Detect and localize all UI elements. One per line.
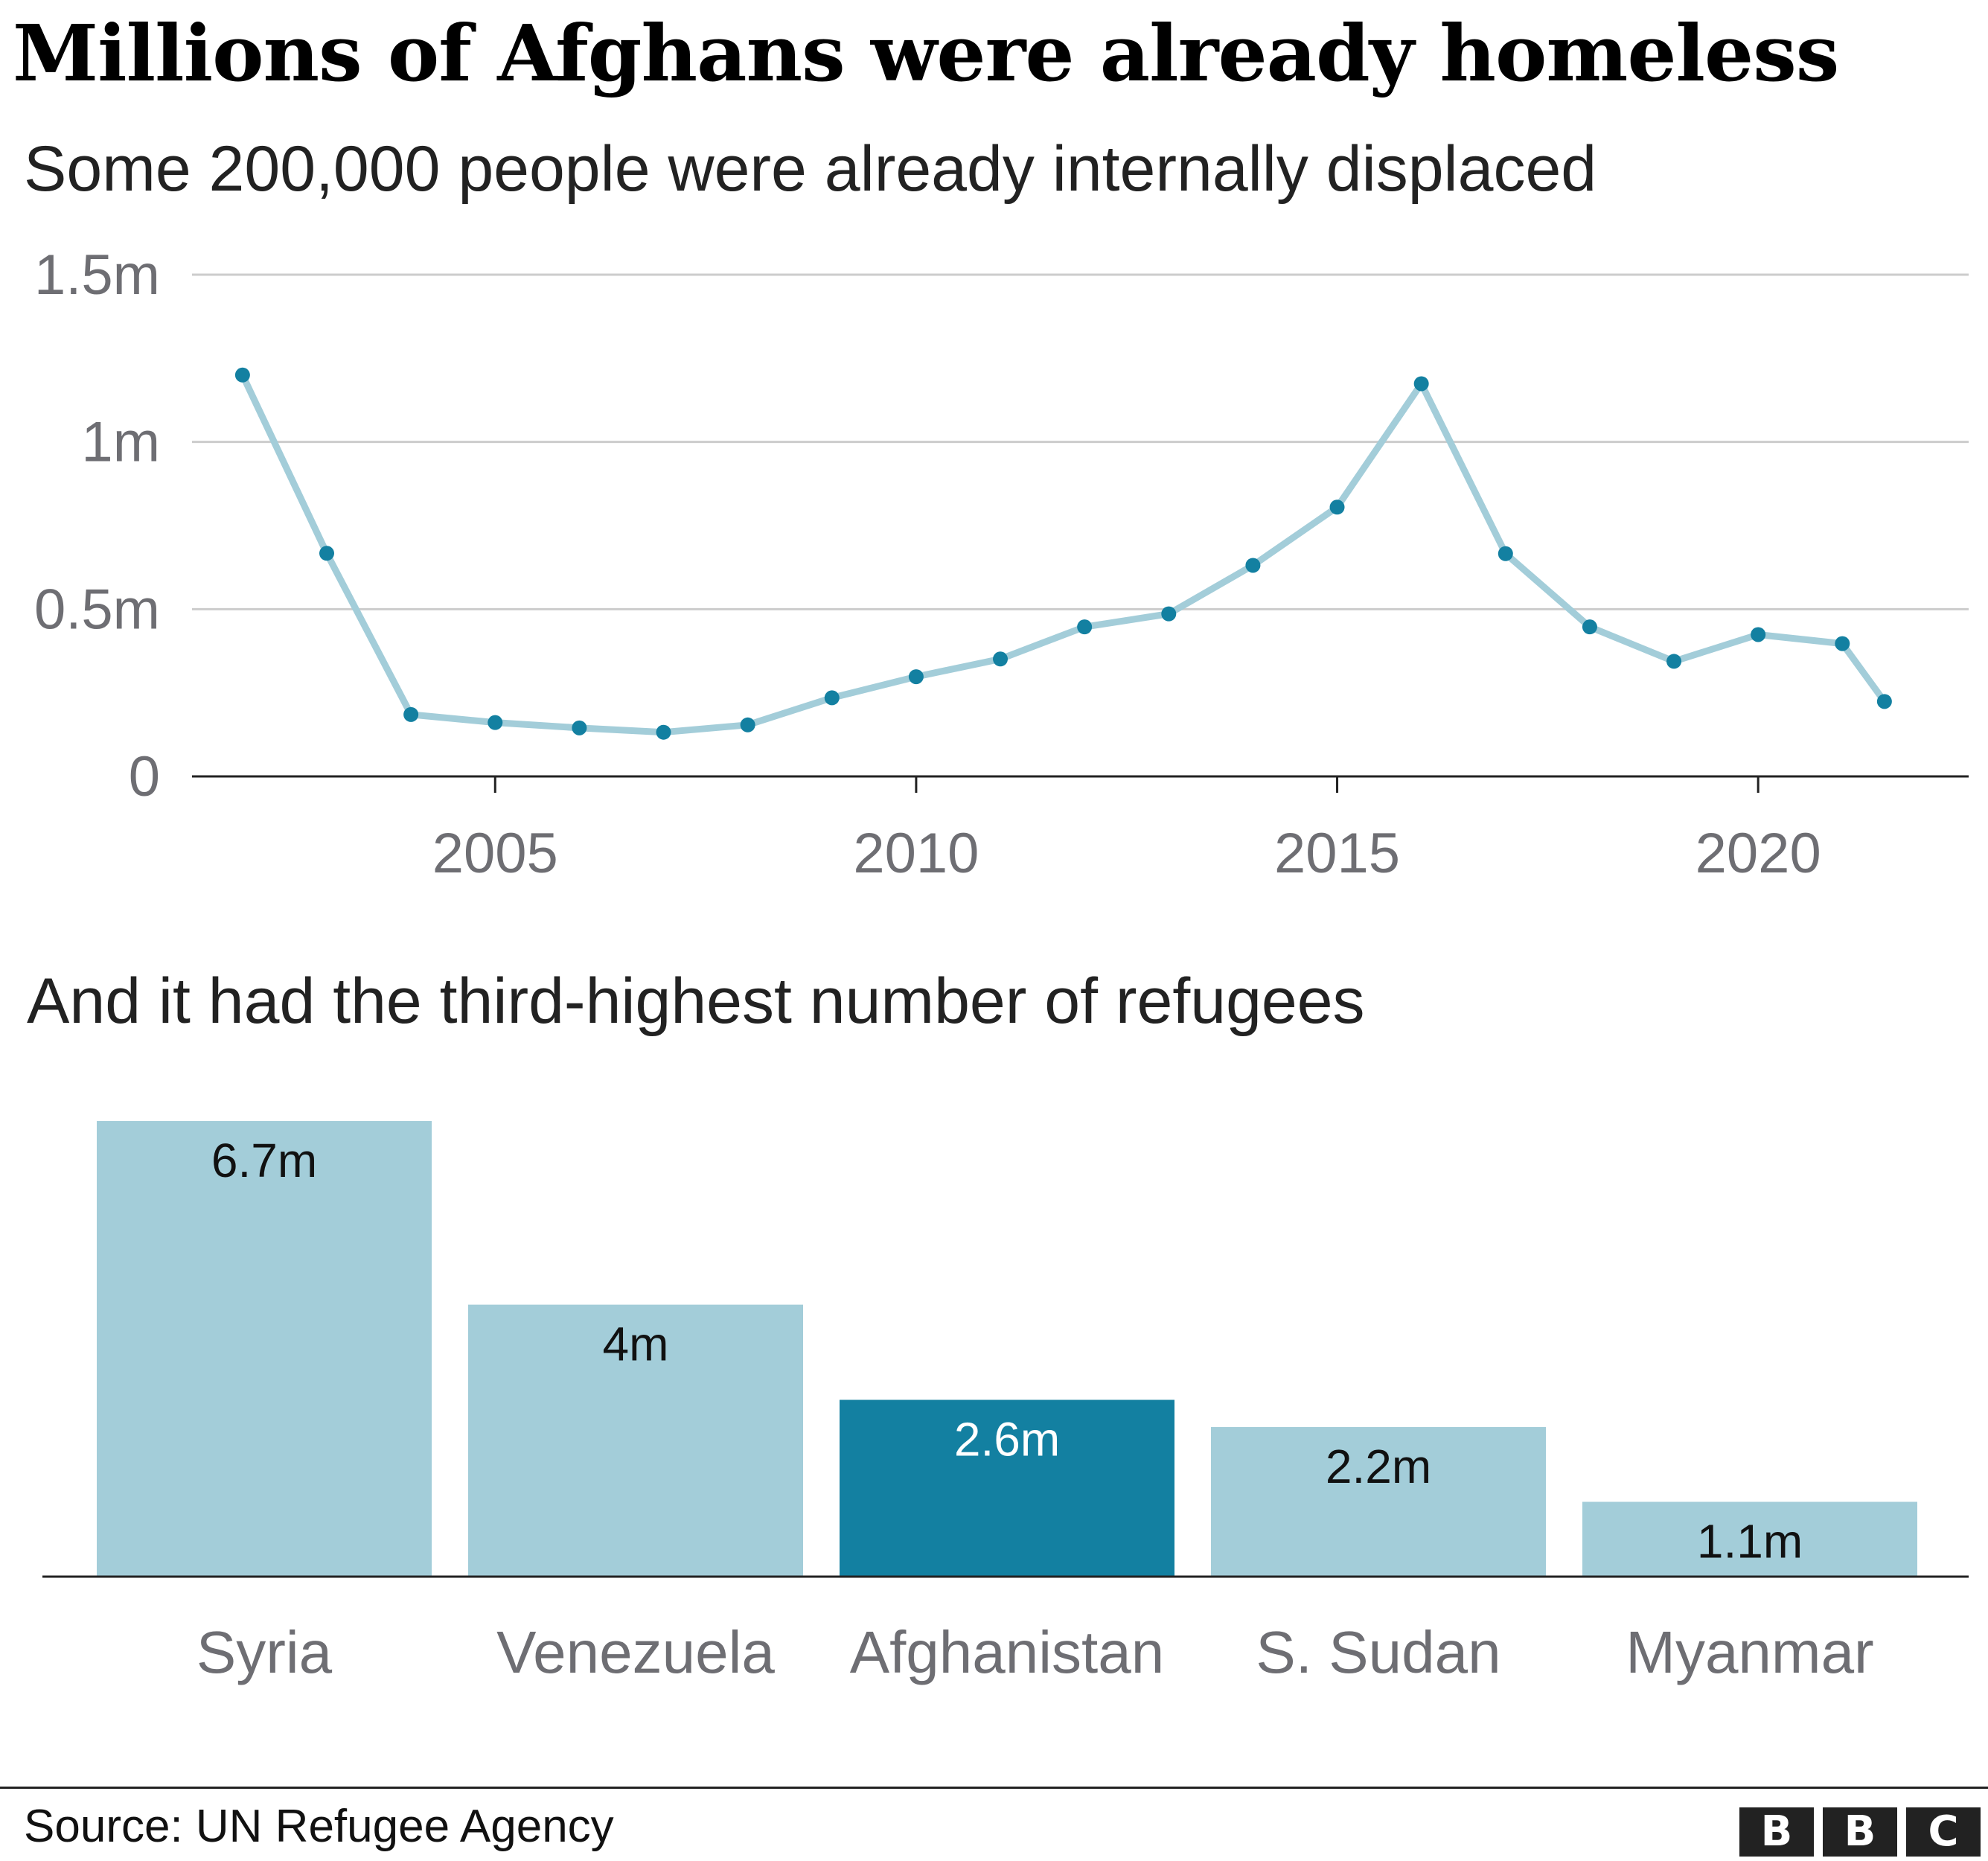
bar-value-label: 1.1m <box>1697 1515 1803 1568</box>
data-point <box>1245 558 1261 573</box>
data-point <box>1876 694 1892 709</box>
x-tick-label: 2015 <box>1274 822 1400 885</box>
bar-chart-subtitle: And it had the third-highest number of r… <box>27 965 1365 1037</box>
bar-value-label: 6.7m <box>211 1134 317 1187</box>
data-point <box>656 724 671 740</box>
bar <box>468 1304 803 1577</box>
displaced-series-line <box>239 371 1888 736</box>
data-point <box>403 706 419 722</box>
data-point <box>1582 619 1597 635</box>
x-tick-label: 2010 <box>853 822 979 885</box>
logo-letter-b2: B <box>1823 1807 1897 1857</box>
bar <box>1211 1427 1546 1577</box>
data-point <box>824 690 840 706</box>
footer-divider <box>0 1787 1988 1789</box>
x-tick-label: 2005 <box>432 822 558 885</box>
bar <box>840 1399 1174 1577</box>
data-point <box>1498 546 1513 561</box>
logo-letter-c: C <box>1906 1807 1981 1857</box>
category-label: Syria <box>196 1619 333 1685</box>
category-label: Myanmar <box>1626 1619 1873 1685</box>
data-point <box>908 669 924 685</box>
data-point <box>1161 606 1177 622</box>
category-label: Venezuela <box>496 1619 775 1685</box>
data-point <box>234 367 250 383</box>
line-chart-subtitle: Some 200,000 people were already interna… <box>24 133 1597 205</box>
source-note: Source: UN Refugee Agency <box>24 1801 614 1852</box>
data-point <box>1751 627 1766 642</box>
bar-value-label: 2.6m <box>954 1413 1060 1466</box>
chart-title: Millions of Afghans were already homeles… <box>13 7 1839 99</box>
data-point <box>1835 636 1850 651</box>
y-tick-label: 1.5m <box>34 243 160 307</box>
x-tick-label: 2020 <box>1695 822 1821 885</box>
data-point <box>1666 654 1682 669</box>
y-tick-label: 0.5m <box>34 578 160 641</box>
category-label: S. Sudan <box>1256 1619 1500 1685</box>
data-point <box>572 720 587 735</box>
bar-value-label: 2.2m <box>1326 1440 1431 1493</box>
y-tick-label: 0 <box>129 745 160 808</box>
data-point <box>1077 619 1093 635</box>
data-point <box>1413 376 1429 392</box>
y-tick-label: 1m <box>81 411 160 474</box>
data-point <box>1329 499 1345 515</box>
data-point <box>488 715 503 730</box>
data-point <box>319 546 335 561</box>
data-point <box>740 717 755 732</box>
bar <box>1582 1501 1917 1577</box>
data-point <box>993 651 1009 667</box>
logo-letter-b1: B <box>1739 1807 1814 1857</box>
bar <box>97 1121 432 1577</box>
bar-value-label: 4m <box>603 1318 669 1371</box>
category-label: Afghanistan <box>850 1619 1165 1685</box>
bbc-logo: B B C <box>1739 1807 1981 1857</box>
